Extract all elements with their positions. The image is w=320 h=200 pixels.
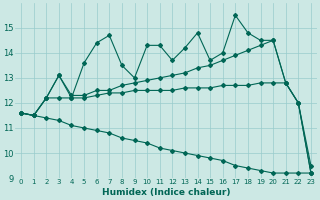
X-axis label: Humidex (Indice chaleur): Humidex (Indice chaleur): [102, 188, 230, 197]
